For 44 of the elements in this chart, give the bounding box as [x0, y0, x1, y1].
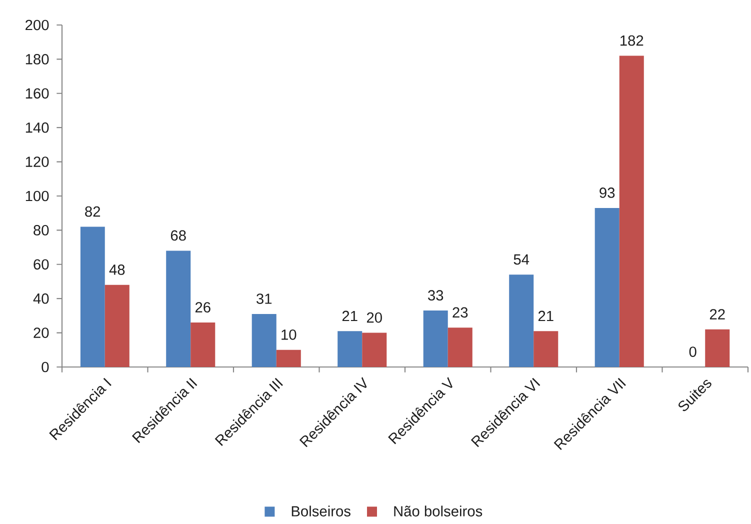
data-label: 23 [452, 307, 468, 318]
data-label: 33 [428, 290, 444, 301]
data-label: 10 [282, 330, 296, 340]
bar [80, 226, 105, 368]
legend-label: Bolseiros [292, 506, 350, 517]
bar [448, 328, 472, 368]
y-tick-label: 120 [26, 156, 49, 168]
bar [619, 56, 644, 368]
data-label: 21 [342, 310, 358, 322]
data-label: 68 [170, 230, 186, 241]
data-label: 82 [85, 206, 100, 217]
y-tick-label: 160 [26, 88, 49, 99]
bar [534, 331, 558, 368]
data-label: 54 [514, 254, 530, 265]
bar [166, 250, 191, 368]
bar [423, 310, 448, 368]
y-tick-label: 40 [33, 294, 49, 304]
y-tick-label: 140 [26, 122, 49, 133]
data-label: 93 [600, 188, 615, 198]
y-tick-label: 180 [26, 54, 49, 65]
bar [509, 274, 534, 368]
y-tick-label: 20 [34, 328, 49, 338]
data-label: 22 [710, 309, 725, 320]
y-tick-label: 100 [26, 190, 49, 202]
bar [190, 322, 216, 368]
data-label: 21 [538, 310, 554, 322]
data-label: 26 [195, 302, 210, 313]
legend-label: Não bolseiros [394, 506, 482, 517]
bar [362, 332, 387, 368]
data-label: 48 [109, 264, 125, 276]
y-tick-label: 80 [34, 225, 49, 236]
data-label: 182 [620, 36, 644, 46]
bar [252, 314, 276, 368]
y-tick-label: 0 [42, 362, 49, 372]
bar [338, 331, 362, 368]
bar [276, 350, 301, 368]
data-label: 0 [689, 346, 696, 358]
data-label: 31 [256, 294, 272, 304]
data-label: 20 [366, 312, 382, 323]
y-tick-label: 200 [26, 20, 49, 30]
bar [594, 208, 620, 368]
y-tick-label: 60 [34, 259, 49, 270]
bar [104, 285, 130, 368]
bar [705, 330, 730, 368]
